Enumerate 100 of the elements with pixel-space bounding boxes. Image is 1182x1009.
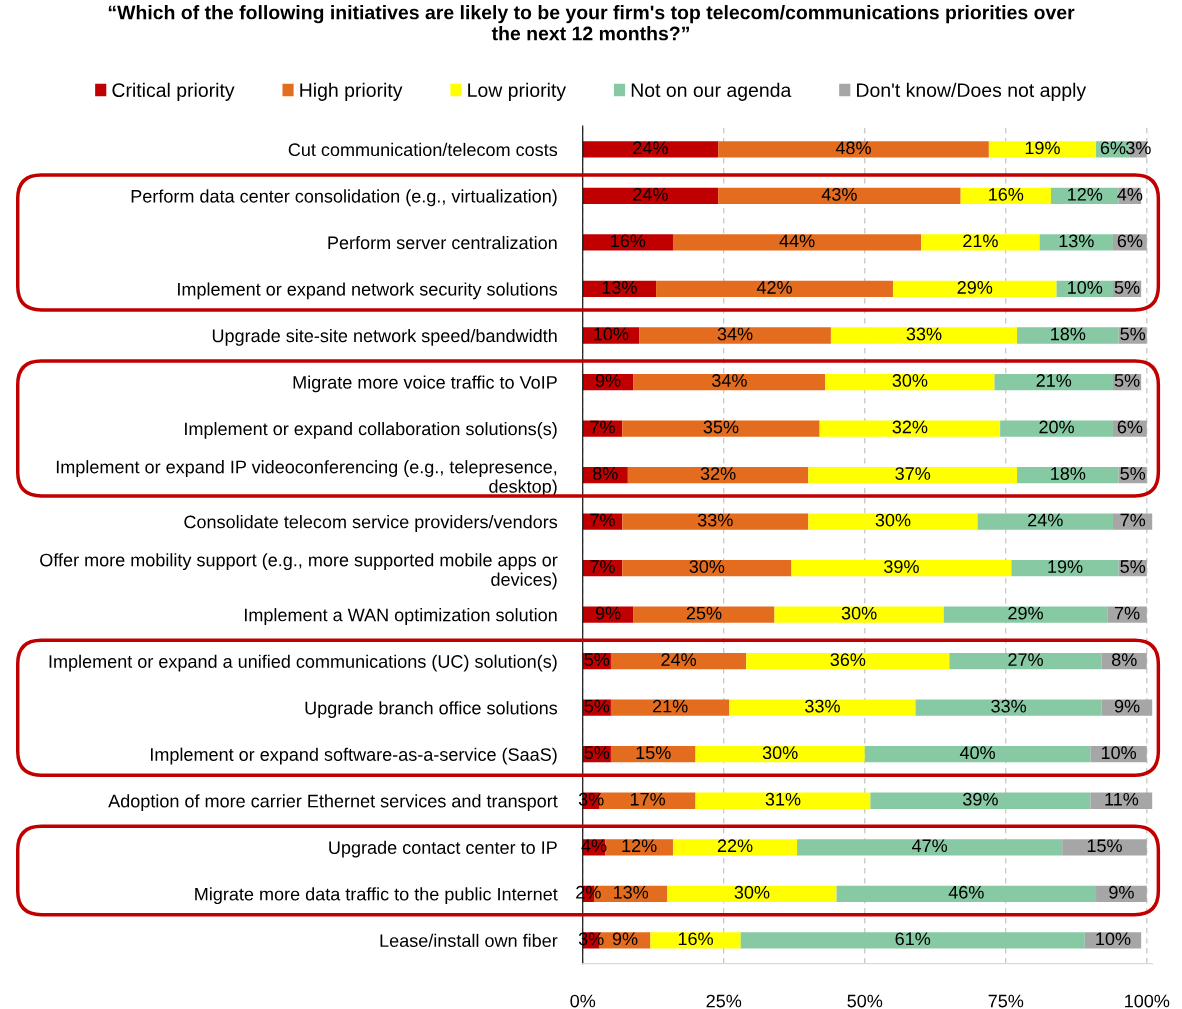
bar bbox=[864, 746, 1091, 763]
y-tick-label: Cut communication/telecom costs bbox=[288, 142, 558, 157]
bar bbox=[825, 373, 995, 391]
data-label: 29% bbox=[957, 281, 993, 294]
bar bbox=[915, 699, 1102, 716]
data-label: 30% bbox=[762, 746, 798, 760]
y-tick-label: Adoption of more carrier Ethernet services and transport bbox=[108, 794, 558, 812]
data-label: 22% bbox=[717, 839, 753, 853]
data-label: 5% bbox=[1120, 560, 1146, 573]
data-label: 30% bbox=[841, 606, 877, 620]
data-label: 34% bbox=[717, 327, 753, 341]
y-tick-label: Implement or expand network security solutions bbox=[178, 282, 558, 300]
bar bbox=[695, 746, 865, 763]
data-label: 39% bbox=[963, 792, 998, 806]
y-tick-label: Implement or expand collaboration solutions(s) bbox=[185, 422, 557, 439]
data-label: 24% bbox=[661, 653, 697, 666]
bar bbox=[819, 420, 1001, 437]
y-tick-label: Migrate more data traffic to the public Internet bbox=[195, 887, 558, 905]
bar bbox=[729, 699, 916, 716]
y-tick-label: Implement a WAN optimization solution bbox=[244, 608, 557, 625]
bar bbox=[633, 606, 775, 623]
bar bbox=[994, 373, 1113, 391]
y-tick-label: Perform data center consolidation (e.g., virtualization) bbox=[131, 189, 557, 207]
bar bbox=[639, 327, 831, 344]
legend-label: Not on our agenda bbox=[631, 82, 792, 101]
bar bbox=[633, 373, 826, 391]
bar bbox=[1000, 420, 1113, 437]
data-label: 21% bbox=[963, 234, 998, 248]
data-label: 46% bbox=[948, 885, 984, 899]
legend-label: Low priority bbox=[468, 82, 567, 101]
legend-label: Critical priority bbox=[112, 82, 235, 101]
data-label: 24% bbox=[633, 187, 668, 201]
chart-title: “Which of the following initiatives are likely to be your firm's top telecom/communications priorities over the next 12 months?” bbox=[108, 5, 1075, 41]
data-label: 8% bbox=[593, 467, 618, 480]
bar bbox=[988, 141, 1097, 158]
data-label: 24% bbox=[1028, 513, 1063, 527]
bar bbox=[740, 932, 1085, 949]
data-label: 5% bbox=[584, 699, 610, 713]
data-label: 24% bbox=[633, 141, 668, 155]
data-label: 10% bbox=[1101, 746, 1137, 760]
data-label: 9% bbox=[1114, 699, 1140, 713]
data-label: 13% bbox=[602, 281, 637, 294]
y-tick-label: Upgrade branch office solutions bbox=[305, 701, 558, 718]
bar bbox=[582, 141, 719, 158]
data-label: 31% bbox=[765, 792, 801, 806]
bar bbox=[870, 792, 1091, 809]
data-label: 61% bbox=[895, 932, 931, 946]
data-label: 17% bbox=[630, 792, 666, 806]
data-label: 7% bbox=[1114, 606, 1140, 620]
data-label: 33% bbox=[697, 513, 733, 527]
data-label: 10% bbox=[1096, 932, 1131, 946]
legend-label: High priority bbox=[300, 82, 403, 101]
bar bbox=[695, 792, 871, 809]
bar bbox=[656, 280, 893, 298]
data-label: 30% bbox=[689, 560, 725, 573]
data-label: 18% bbox=[1051, 327, 1086, 341]
bar bbox=[610, 699, 730, 716]
bar bbox=[667, 885, 837, 902]
data-label: 7% bbox=[1120, 513, 1146, 527]
bar bbox=[672, 234, 922, 251]
data-label: 47% bbox=[911, 839, 948, 853]
bar bbox=[582, 327, 640, 344]
data-label: 16% bbox=[678, 932, 713, 946]
data-label: 11% bbox=[1105, 792, 1139, 806]
y-tick-label: Perform server centralization bbox=[328, 235, 557, 250]
data-label: 13% bbox=[1059, 234, 1094, 248]
data-label: 33% bbox=[991, 699, 1027, 713]
bar bbox=[622, 559, 792, 577]
data-label: 7% bbox=[590, 420, 615, 434]
bar bbox=[718, 187, 961, 205]
data-label: 30% bbox=[892, 374, 928, 387]
data-label: 9% bbox=[612, 932, 638, 946]
data-label: 5% bbox=[1114, 281, 1140, 294]
data-label: 6% bbox=[1117, 420, 1143, 434]
data-label: 30% bbox=[875, 513, 911, 527]
bar bbox=[791, 559, 1012, 577]
data-label: 15% bbox=[636, 746, 671, 760]
data-label: 5% bbox=[584, 746, 610, 760]
data-label: 48% bbox=[835, 141, 871, 155]
y-tick-label: Implement or expand IP videoconferencing (e.g., telepresence, desktop) bbox=[56, 460, 557, 497]
data-label: 5% bbox=[1114, 374, 1140, 387]
bar bbox=[977, 513, 1113, 530]
data-label: 18% bbox=[1051, 467, 1086, 480]
data-label: 6% bbox=[1100, 141, 1126, 155]
bar bbox=[622, 420, 820, 437]
bar bbox=[582, 234, 673, 251]
bar bbox=[610, 653, 747, 670]
bar bbox=[582, 187, 719, 205]
bar bbox=[1011, 559, 1119, 577]
bar bbox=[943, 606, 1108, 623]
data-label: 44% bbox=[779, 234, 815, 248]
data-label: 39% bbox=[884, 560, 919, 573]
bar bbox=[830, 327, 1018, 344]
data-label: 5% bbox=[1120, 327, 1146, 341]
bar bbox=[949, 653, 1102, 670]
bar bbox=[921, 234, 1040, 251]
data-label: 12% bbox=[622, 839, 657, 853]
data-label: 32% bbox=[892, 420, 928, 434]
bar bbox=[627, 466, 809, 484]
y-tick-label: Implement or expand software-as-a-service (SaaS) bbox=[151, 747, 557, 765]
